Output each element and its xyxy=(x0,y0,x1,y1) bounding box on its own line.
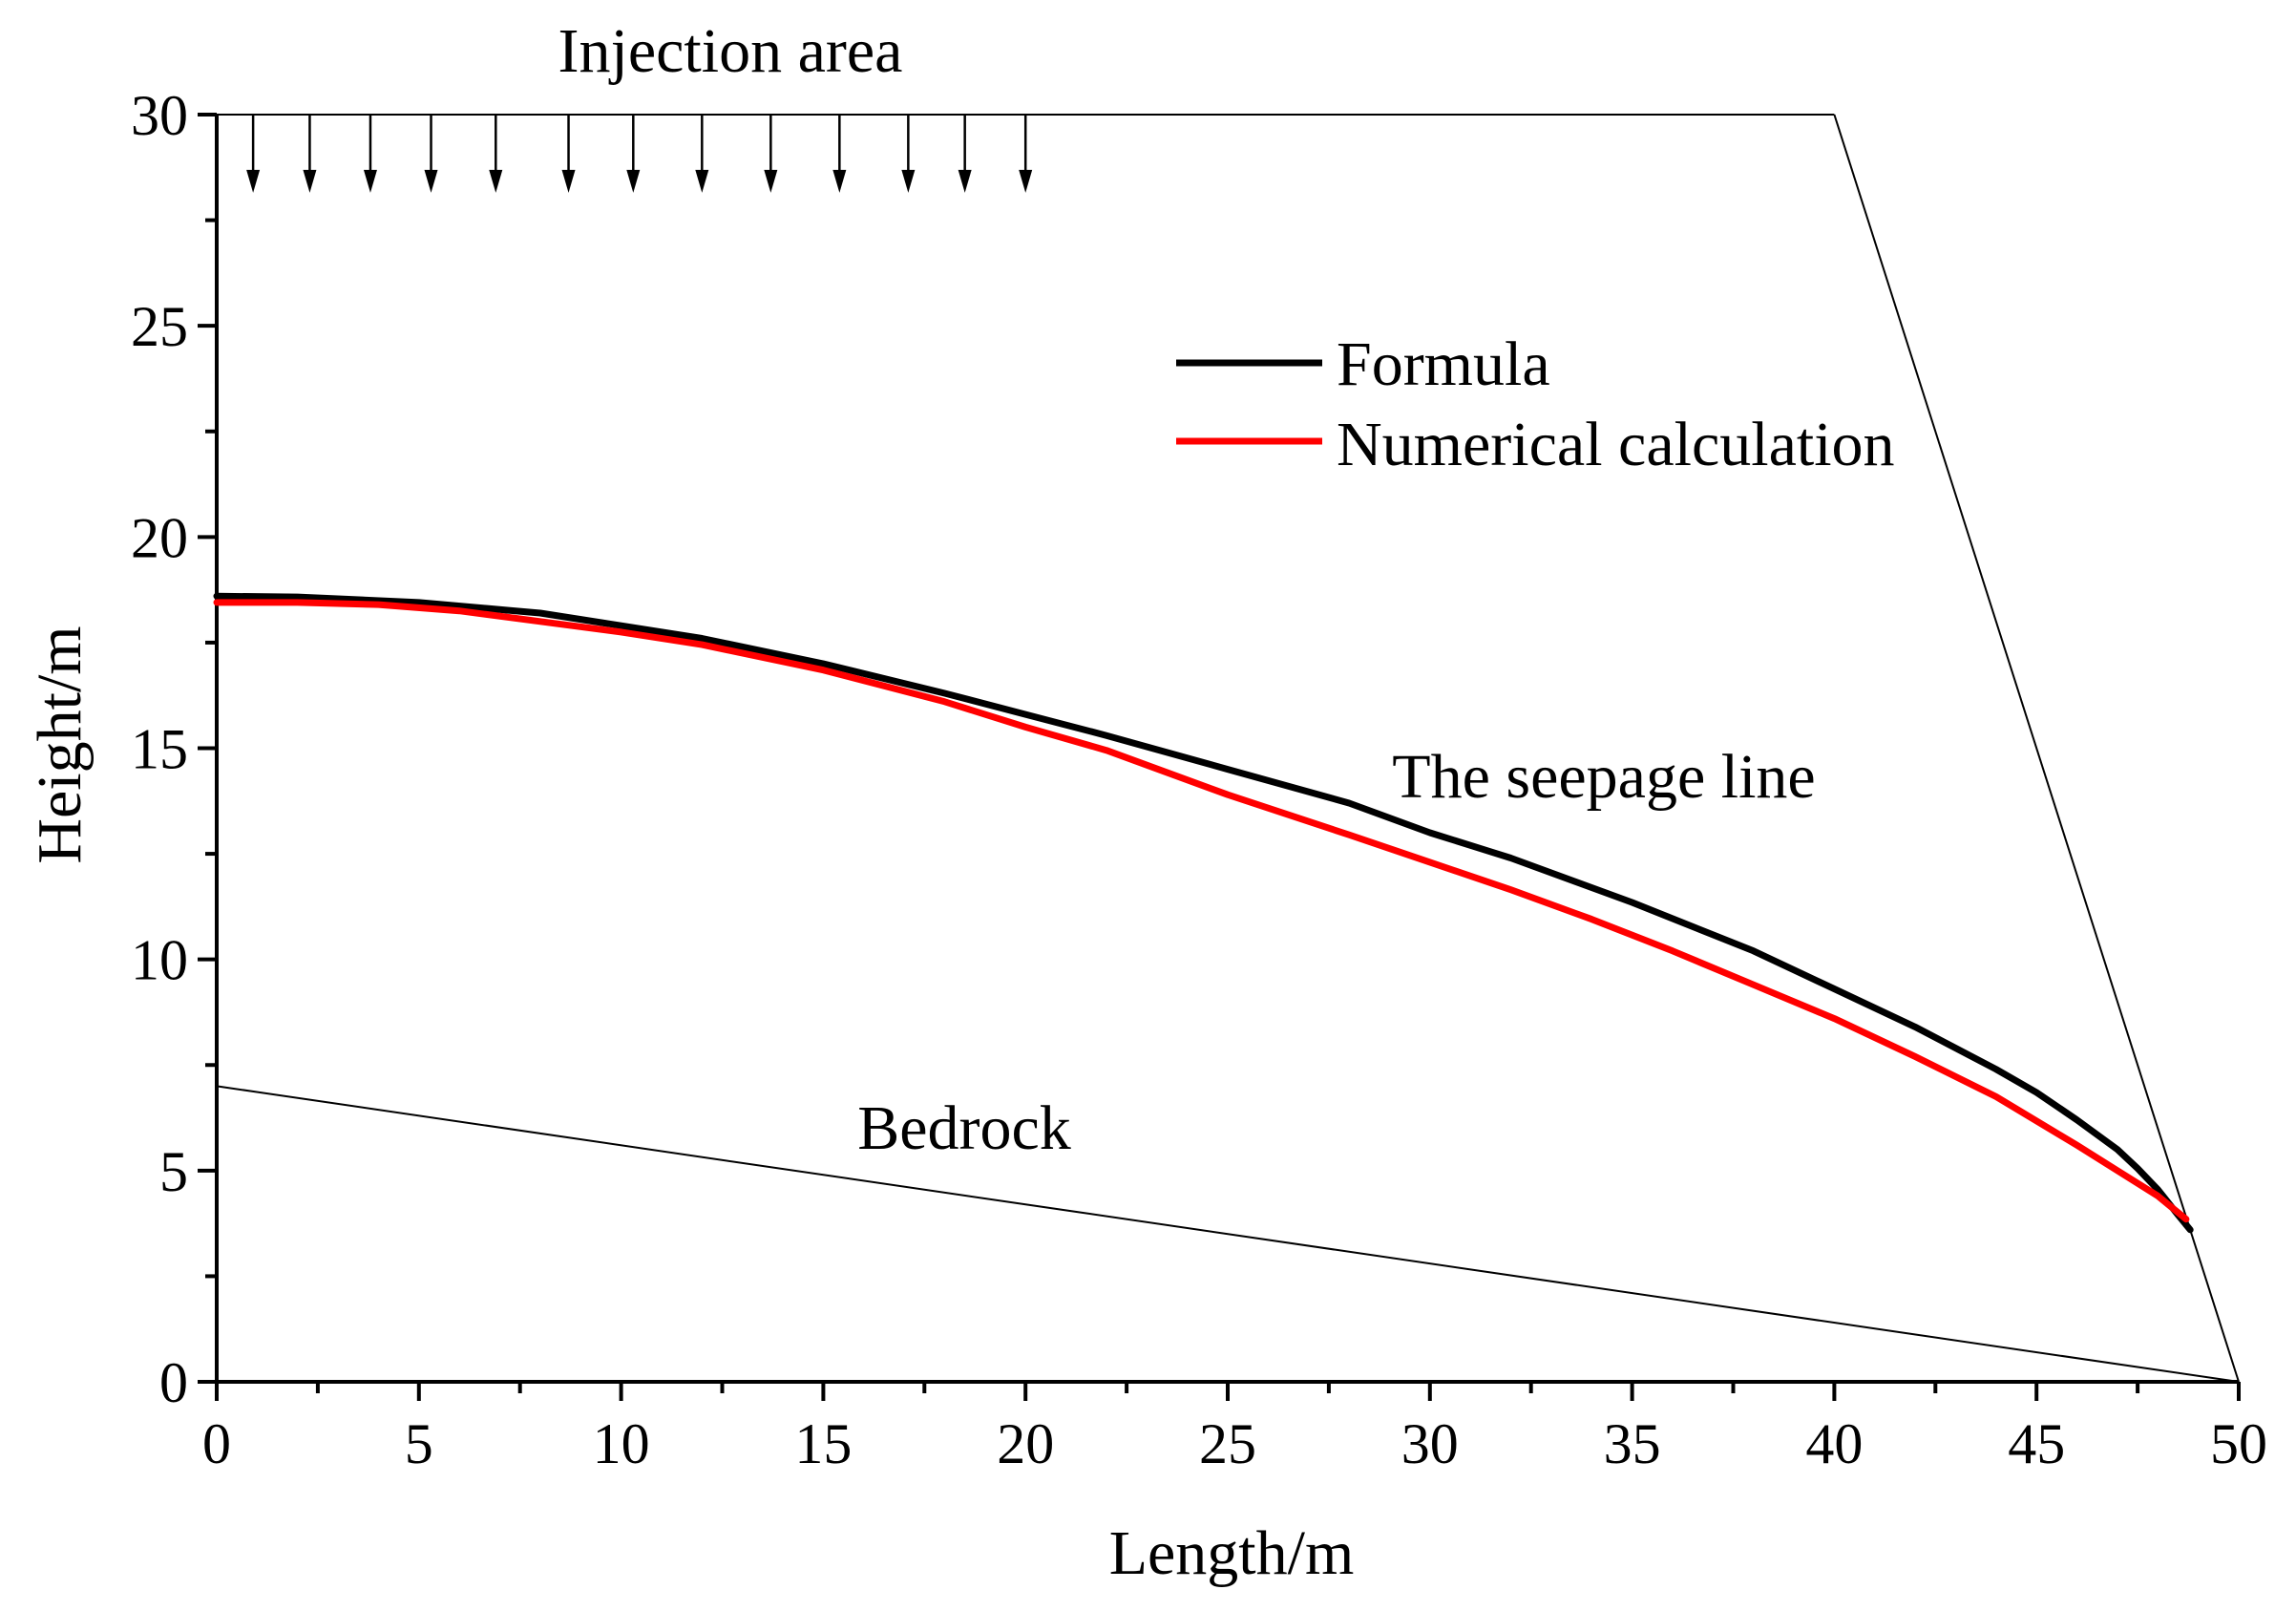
injection-arrow xyxy=(489,115,503,193)
injection-arrow xyxy=(303,115,317,193)
legend-label-formula: Formula xyxy=(1337,329,1550,399)
reference-lines xyxy=(216,114,2240,1383)
series-lines xyxy=(213,592,2194,1234)
injection-arrow xyxy=(832,115,847,193)
injection-arrow xyxy=(901,115,916,193)
x-axis-title: Length/m xyxy=(1109,1518,1355,1588)
x-tick-label: 45 xyxy=(2008,1412,2065,1475)
bedrock-label: Bedrock xyxy=(857,1093,1071,1163)
x-tick-label: 5 xyxy=(405,1412,433,1475)
bedrock-line xyxy=(216,1085,2240,1383)
seepage-line-label: The seepage line xyxy=(1392,742,1815,812)
y-tick-label: 10 xyxy=(131,929,188,992)
injection-arrow xyxy=(695,115,709,193)
injection-arrow xyxy=(363,115,377,193)
x-tick-label: 30 xyxy=(1401,1412,1459,1475)
injection-arrow xyxy=(764,115,778,193)
y-tick-label: 15 xyxy=(131,718,188,781)
series-line-numerical-calculation xyxy=(213,599,2190,1223)
y-tick-label: 0 xyxy=(159,1351,188,1414)
y-tick-label: 25 xyxy=(131,295,188,358)
x-tick-label: 35 xyxy=(1604,1412,1661,1475)
injection-arrows xyxy=(246,115,1033,193)
y-tick-label: 30 xyxy=(131,84,188,147)
x-tick-label: 20 xyxy=(997,1412,1054,1475)
injection-arrow xyxy=(1019,115,1033,193)
x-tick-label: 0 xyxy=(202,1412,231,1475)
y-axis-ticks: 0 5 10 15 20 25 30 xyxy=(131,84,217,1414)
x-tick-label: 10 xyxy=(593,1412,650,1475)
x-tick-label: 15 xyxy=(794,1412,852,1475)
series-line-formula xyxy=(213,592,2194,1234)
legend: Formula Numerical calculation xyxy=(1176,329,1895,479)
y-axis-title: Height/m xyxy=(25,625,95,863)
injection-area-label: Injection area xyxy=(558,16,903,86)
injection-arrow xyxy=(958,115,972,193)
y-tick-label: 20 xyxy=(131,506,188,569)
injection-arrow xyxy=(561,115,576,193)
injection-arrow xyxy=(626,115,641,193)
plot-frame xyxy=(215,115,2239,1384)
y-tick-label: 5 xyxy=(159,1140,188,1203)
legend-label-numerical: Numerical calculation xyxy=(1337,410,1895,479)
x-tick-label: 40 xyxy=(1805,1412,1863,1475)
slope-line xyxy=(1833,114,2240,1383)
injection-arrow xyxy=(246,115,261,193)
x-tick-label: 25 xyxy=(1199,1412,1256,1475)
x-tick-label: 50 xyxy=(2210,1412,2267,1475)
injection-arrow xyxy=(424,115,438,193)
x-axis-ticks: 0 5 10 15 20 25 30 35 40 45 50 xyxy=(202,1382,2267,1475)
